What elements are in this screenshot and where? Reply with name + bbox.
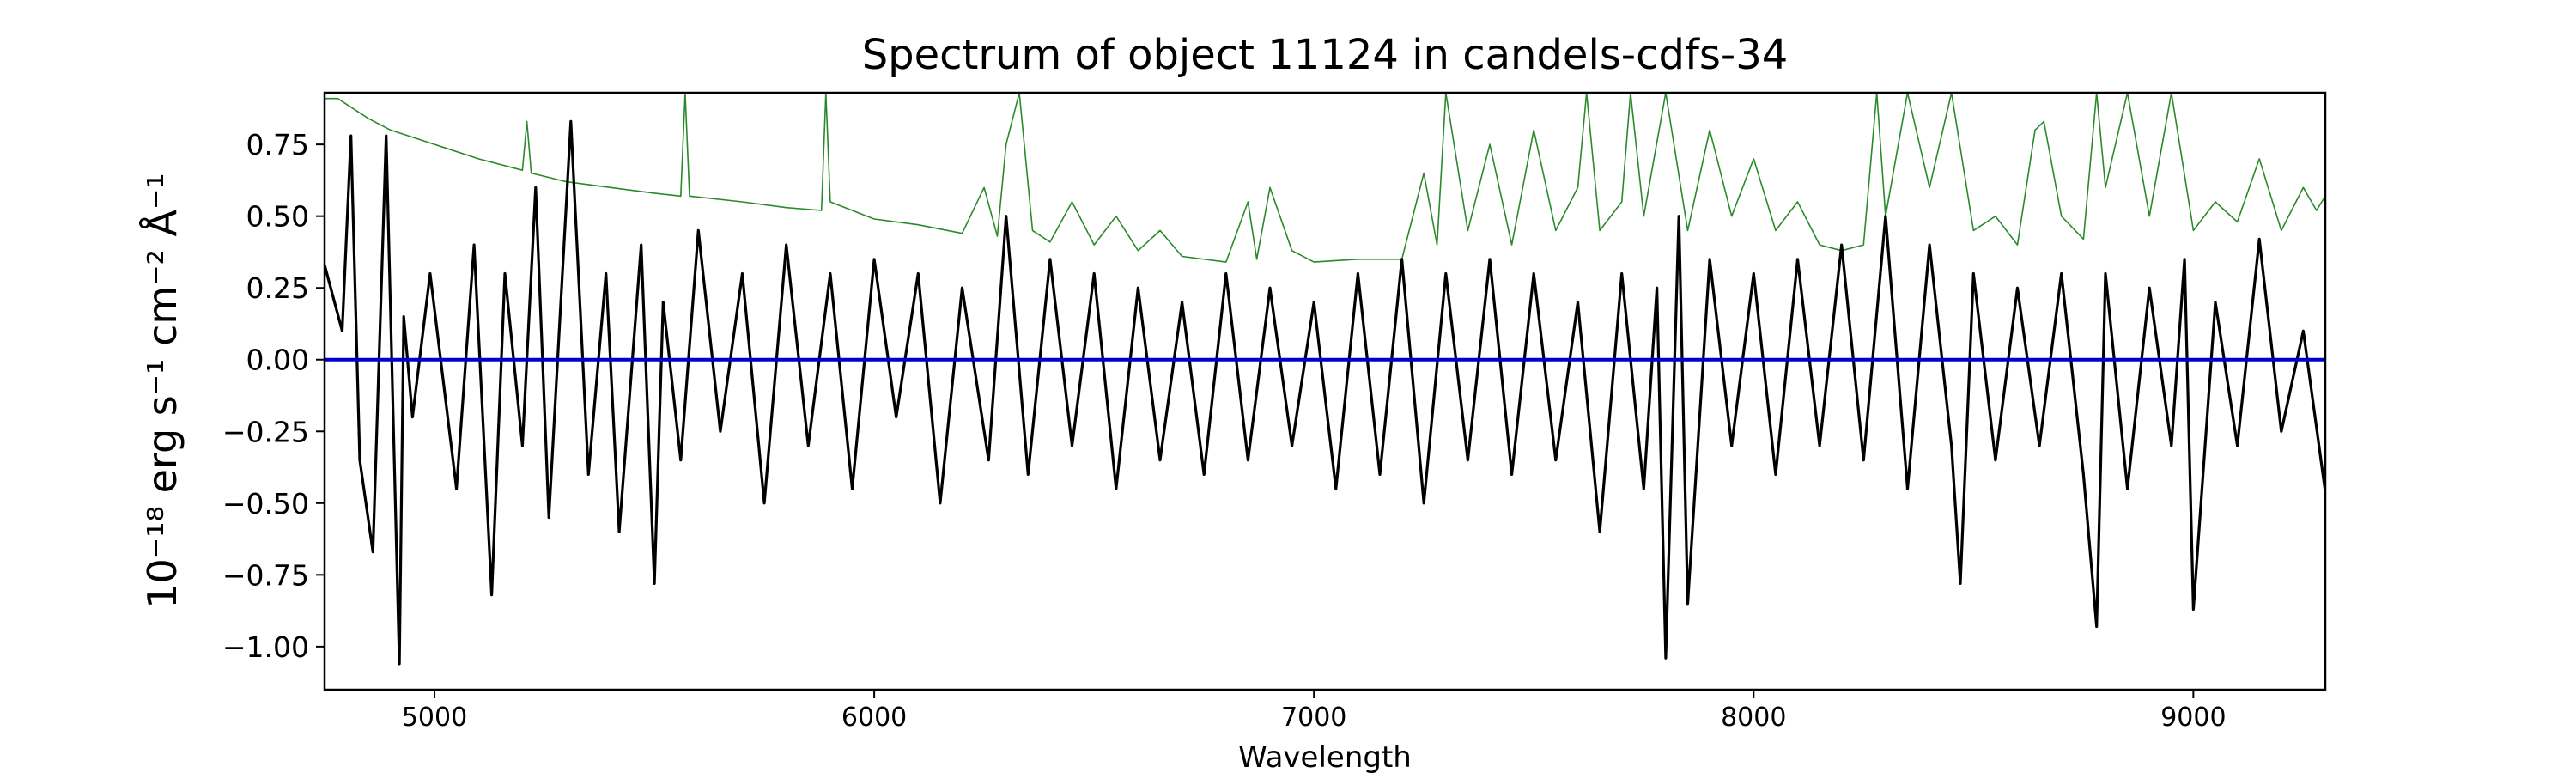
x-axis-label: Wavelength [1238, 740, 1412, 773]
x-tick-label: 8000 [1721, 703, 1786, 733]
x-tick-label: 9000 [2160, 703, 2226, 733]
error-series-line [325, 93, 2325, 263]
y-tick-label: 0.00 [246, 344, 309, 377]
plot-area [323, 91, 2327, 691]
y-tick-label: −1.00 [222, 630, 309, 664]
y-axis: 0.75 0.50 0.25 0.00 −0.25 −0.50 −0.75 −1.00 [222, 128, 325, 664]
chart-title: Spectrum of object 11124 in candels-cdfs… [862, 31, 1789, 79]
y-axis-label: 10⁻¹⁸ erg s⁻¹ cm⁻² Å⁻¹ [139, 173, 185, 608]
x-axis: 5000 6000 7000 8000 9000 [402, 690, 2227, 733]
y-tick-label: 0.75 [246, 128, 309, 161]
plot-frame [323, 91, 2327, 691]
y-tick-label: −0.50 [222, 487, 309, 520]
x-tick-label: 5000 [402, 703, 467, 733]
y-tick-label: 0.50 [246, 200, 309, 234]
flux-series-line [325, 119, 2325, 666]
y-tick-label: −0.75 [222, 558, 309, 592]
y-tick-label: 0.25 [246, 271, 309, 305]
x-tick-label: 7000 [1281, 703, 1346, 733]
x-tick-label: 6000 [841, 703, 907, 733]
series-layer [325, 93, 2325, 666]
y-tick-label: −0.25 [222, 415, 309, 448]
